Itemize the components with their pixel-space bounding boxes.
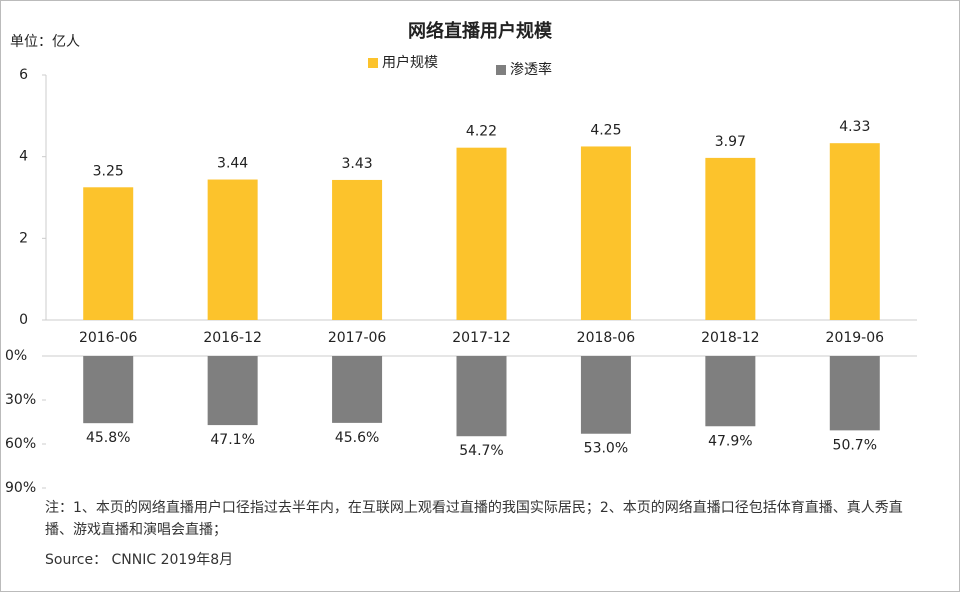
y-tick-label: 0 [19, 312, 28, 328]
source: Source： CNNIC 2019年8月 [45, 552, 234, 568]
x-tick-label: 2016-06 [79, 330, 138, 346]
y-tick-label: 2 [19, 230, 28, 246]
bar [829, 143, 880, 320]
x-tick-label: 2017-06 [328, 330, 387, 346]
x-tick-label: 2016-12 [203, 330, 262, 346]
value-label: 3.97 [715, 134, 746, 150]
bar [580, 356, 631, 434]
value-label: 4.25 [590, 122, 621, 138]
y-tick-label: 60% [5, 436, 36, 452]
legend-swatch [368, 58, 378, 68]
x-tick-label: 2018-06 [577, 330, 636, 346]
y-tick-label: 4 [19, 149, 28, 165]
y-tick-label: 0% [5, 348, 27, 364]
bar [456, 147, 507, 320]
legend-label: 用户规模 [382, 54, 438, 71]
bar [83, 187, 134, 320]
y-tick-label: 6 [19, 67, 28, 83]
bar [332, 356, 383, 423]
bar [705, 356, 756, 427]
value-label: 3.25 [93, 163, 124, 179]
y-tick-label: 90% [5, 480, 36, 496]
bar [829, 356, 880, 431]
bar [456, 356, 507, 437]
unit-label: 单位：亿人 [10, 34, 80, 50]
bar [207, 179, 258, 320]
x-tick-label: 2019-06 [826, 330, 885, 346]
value-label: 47.9% [708, 433, 752, 449]
value-label: 50.7% [833, 437, 877, 453]
bar [83, 356, 134, 424]
value-label: 54.7% [459, 443, 503, 459]
bar [705, 157, 756, 320]
value-label: 45.6% [335, 430, 379, 446]
bar [580, 146, 631, 320]
value-label: 3.43 [341, 156, 372, 172]
value-label: 53.0% [584, 441, 628, 457]
y-tick-label: 30% [5, 392, 36, 408]
bar [332, 179, 383, 320]
x-tick-label: 2017-12 [452, 330, 511, 346]
note: 注：1、本页的网络直播用户口径指过去半年内，在互联网上观看过直播的我国实际居民；… [45, 500, 903, 538]
legend-label: 渗透率 [510, 61, 552, 78]
chart-title: 网络直播用户规模 [408, 20, 553, 42]
value-label: 4.33 [839, 119, 870, 135]
value-label: 3.44 [217, 156, 248, 172]
x-tick-label: 2018-12 [701, 330, 760, 346]
value-label: 47.1% [210, 432, 254, 448]
legend-swatch [496, 65, 506, 75]
bar [207, 356, 258, 426]
value-label: 45.8% [86, 430, 130, 446]
value-label: 4.22 [466, 124, 497, 140]
